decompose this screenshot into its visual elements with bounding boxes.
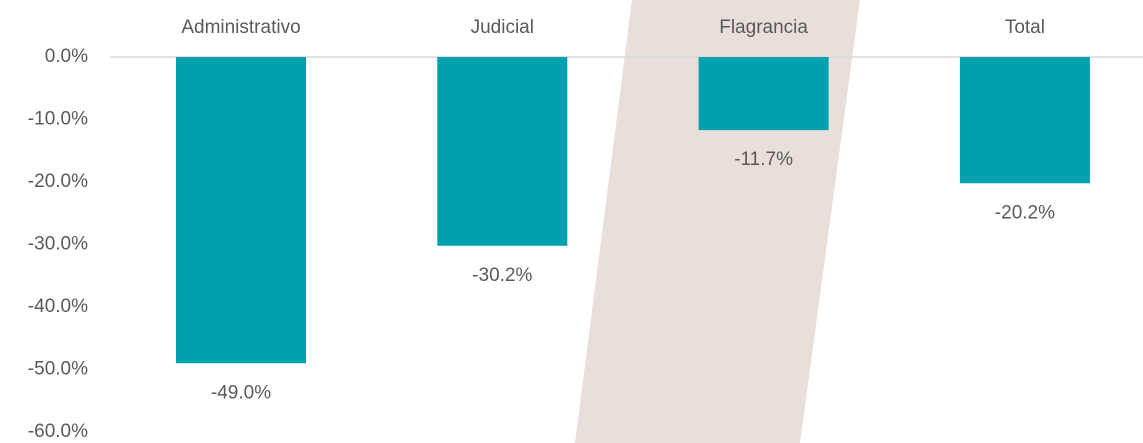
- y-tick-label: -10.0%: [28, 109, 88, 130]
- x-tick-label: Judicial: [471, 17, 534, 38]
- data-label: -30.2%: [472, 265, 532, 286]
- data-label: -49.0%: [211, 382, 271, 403]
- x-tick-label: Administrativo: [181, 17, 300, 38]
- bar: [176, 57, 306, 364]
- y-tick-label: 0.0%: [45, 46, 88, 67]
- y-tick-label: -40.0%: [28, 296, 88, 317]
- x-tick-label: Total: [1005, 17, 1045, 38]
- bar: [959, 57, 1090, 184]
- y-tick-label: -20.0%: [28, 171, 88, 192]
- data-label: -20.2%: [995, 202, 1055, 223]
- bar: [698, 57, 829, 131]
- y-tick-label: -30.0%: [28, 234, 88, 255]
- x-tick-label: Flagrancia: [719, 17, 808, 38]
- y-tick-label: -50.0%: [28, 359, 88, 380]
- bar: [437, 57, 568, 246]
- data-label: -11.7%: [734, 149, 793, 170]
- y-tick-label: -60.0%: [28, 421, 88, 442]
